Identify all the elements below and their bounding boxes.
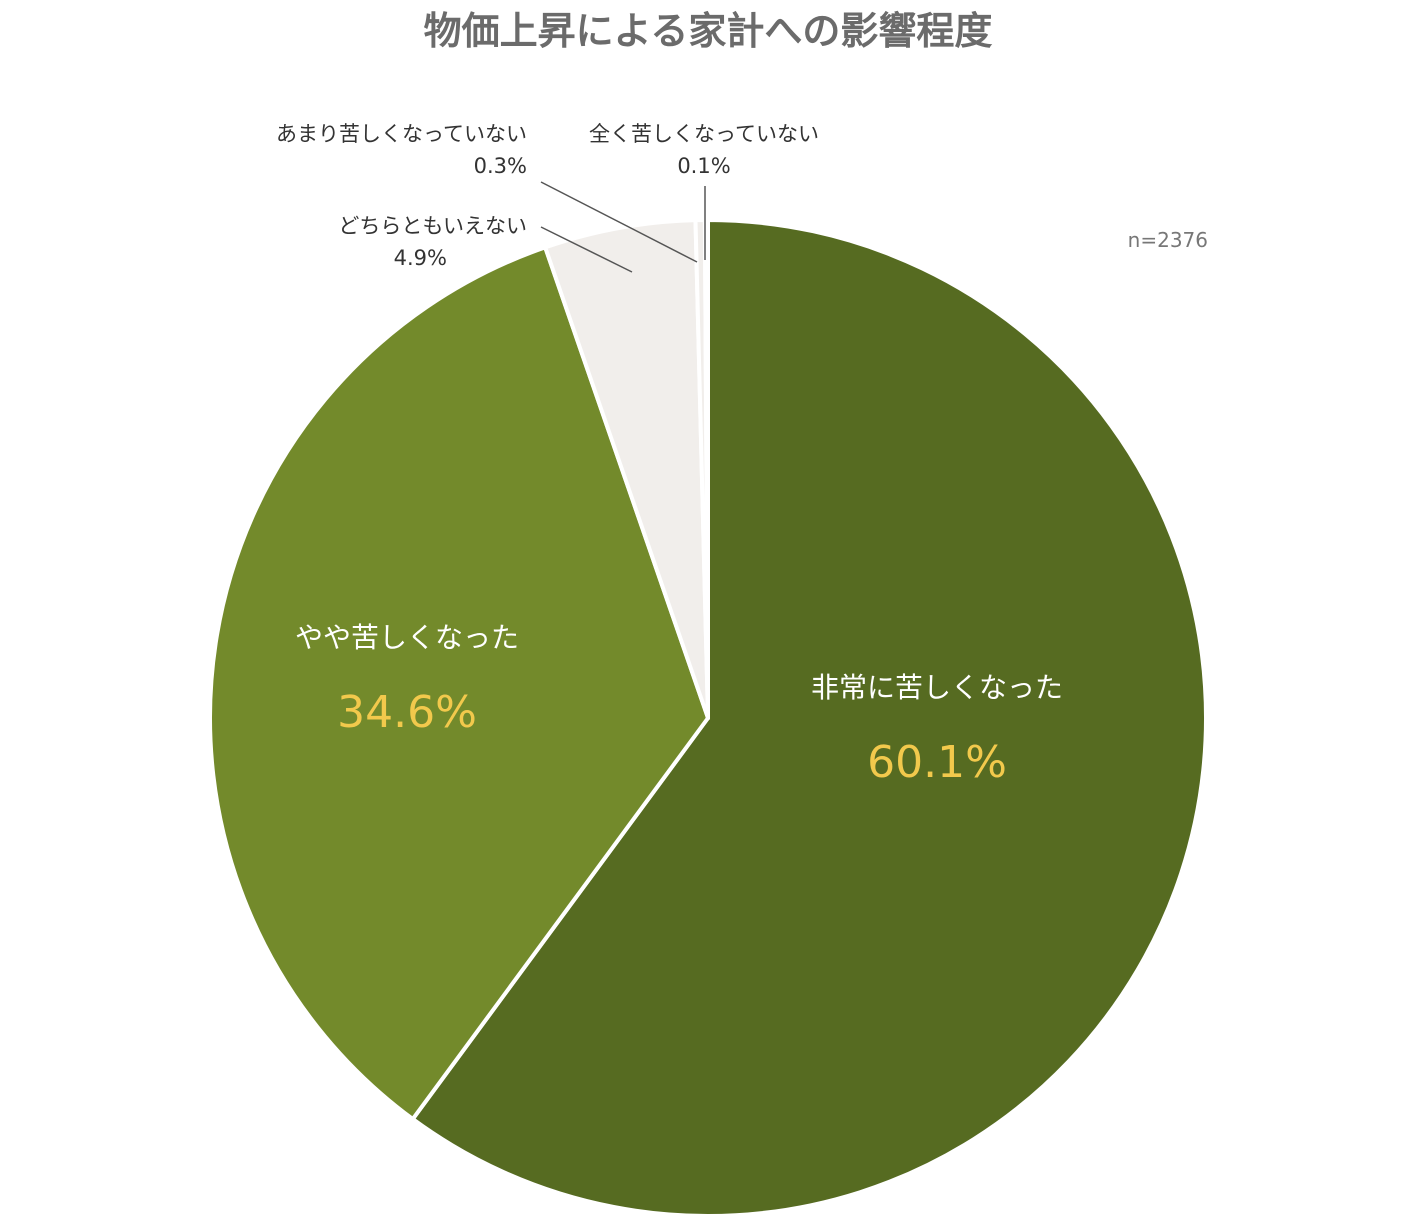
pie-slice-0 <box>410 218 1208 1218</box>
leader-line-3 <box>540 181 698 263</box>
slice-label-0: 非常に苦しくなった <box>811 671 1063 704</box>
slice-label-2: どちらともいえない <box>338 214 527 238</box>
chart-title: 物価上昇による家計への影響程度 <box>424 9 993 53</box>
slice-value-0: 60.1% <box>867 737 1007 788</box>
slice-label-1: やや苦しくなった <box>295 621 519 654</box>
pie-labels: 非常に苦しくなった 60.1% やや苦しくなった 34.6% どちらともいえない… <box>276 122 1063 788</box>
slice-value-3: 0.3% <box>474 154 527 178</box>
slice-value-2: 4.9% <box>394 246 447 270</box>
pie-slice-1 <box>208 245 710 1122</box>
pie-slices <box>208 218 1208 1218</box>
leader-line-2 <box>540 226 633 273</box>
slice-label-3: あまり苦しくなっていない <box>276 122 527 146</box>
slice-label-4: 全く苦しくなっていない <box>589 122 819 146</box>
slice-value-4: 0.1% <box>677 154 730 178</box>
pie-slice-2 <box>543 218 710 720</box>
sample-size-note: n=2376 <box>1128 228 1208 252</box>
slice-value-1: 34.6% <box>337 687 477 738</box>
